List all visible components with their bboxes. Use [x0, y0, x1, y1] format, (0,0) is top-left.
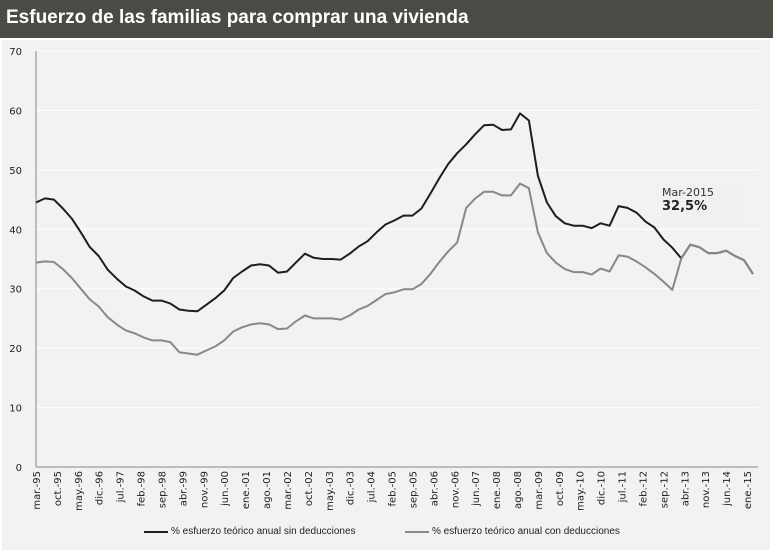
x-tick-label: jul.-04 [367, 471, 378, 503]
x-tick-label: jun.-14 [722, 471, 733, 507]
x-tick-label: oct.-09 [555, 471, 566, 506]
x-tick-label: abr.-13 [680, 471, 691, 506]
x-tick-label: dic.-96 [95, 471, 106, 505]
annotation-box: Mar-2015 32,5% [662, 186, 742, 224]
legend-item-con-deducciones: % esfuerzo teórico anual con deducciones [405, 526, 620, 537]
x-tick-label: sep.-98 [157, 471, 168, 508]
annotation-date: Mar-2015 [662, 186, 715, 199]
x-tick-label: jul.-11 [618, 471, 629, 503]
x-tick-label: mar.-02 [283, 471, 294, 510]
legend-swatch [405, 530, 429, 533]
y-tick-label: 10 [9, 404, 22, 415]
x-tick-label: ago.-01 [262, 471, 273, 509]
legend-label: % esfuerzo teórico anual sin deducciones [171, 526, 356, 537]
x-tick-label: may.-03 [325, 471, 336, 511]
x-tick-label: oct.-95 [53, 471, 64, 506]
x-tick-label: ago.-08 [513, 471, 524, 509]
x-tick-label: jul.-97 [116, 471, 127, 503]
legend-item-sin-deducciones: % esfuerzo teórico anual sin deducciones [144, 526, 356, 537]
x-tick-label: may.-96 [74, 471, 85, 511]
x-tick-label: sep.-05 [408, 471, 419, 508]
x-tick-label: nov.-06 [450, 471, 461, 508]
x-tick-label: nov.-13 [701, 471, 712, 508]
x-tick-label: abr.-99 [178, 471, 189, 506]
y-tick-label: 70 [9, 47, 22, 58]
title-bar: Esfuerzo de las familias para comprar un… [0, 0, 773, 38]
series-line-con-deducciones [35, 182, 754, 356]
x-tick-label: oct.-02 [304, 471, 315, 506]
x-tick-label: ene.-15 [743, 471, 754, 509]
x-tick-label: dic.-03 [346, 471, 357, 505]
y-tick-label: 0 [16, 463, 22, 474]
y-tick-label: 40 [9, 225, 22, 236]
x-tick-label: dic.-10 [597, 471, 608, 505]
x-tick-label: sep.-12 [659, 471, 670, 508]
x-tick-label: ene.-08 [492, 471, 503, 509]
x-tick-label: nov.-99 [199, 471, 210, 508]
x-tick-label: ene.-01 [241, 471, 252, 509]
x-tick-label: jun.-00 [220, 471, 231, 507]
y-tick-label: 20 [9, 344, 22, 355]
x-tick-label: may.-10 [576, 471, 587, 511]
x-tick-label: mar.-09 [534, 471, 545, 510]
y-tick-label: 30 [9, 285, 22, 296]
chart-title: Esfuerzo de las familias para comprar un… [6, 7, 469, 28]
legend-swatch [144, 530, 168, 533]
x-tick-label: feb.-12 [638, 471, 649, 507]
legend-label: % esfuerzo teórico anual con deducciones [432, 526, 620, 537]
x-tick-label: jun.-07 [471, 471, 482, 507]
x-tick-label: feb.-98 [137, 471, 148, 507]
series-line-sin-deducciones [35, 112, 754, 313]
x-tick-label: mar.-95 [32, 471, 43, 510]
y-tick-label: 50 [9, 166, 22, 177]
y-tick-label: 60 [9, 106, 22, 117]
annotation-value: 32,5% [662, 199, 708, 214]
x-tick-label: abr.-06 [429, 471, 440, 506]
x-tick-label: feb.-05 [388, 471, 399, 507]
